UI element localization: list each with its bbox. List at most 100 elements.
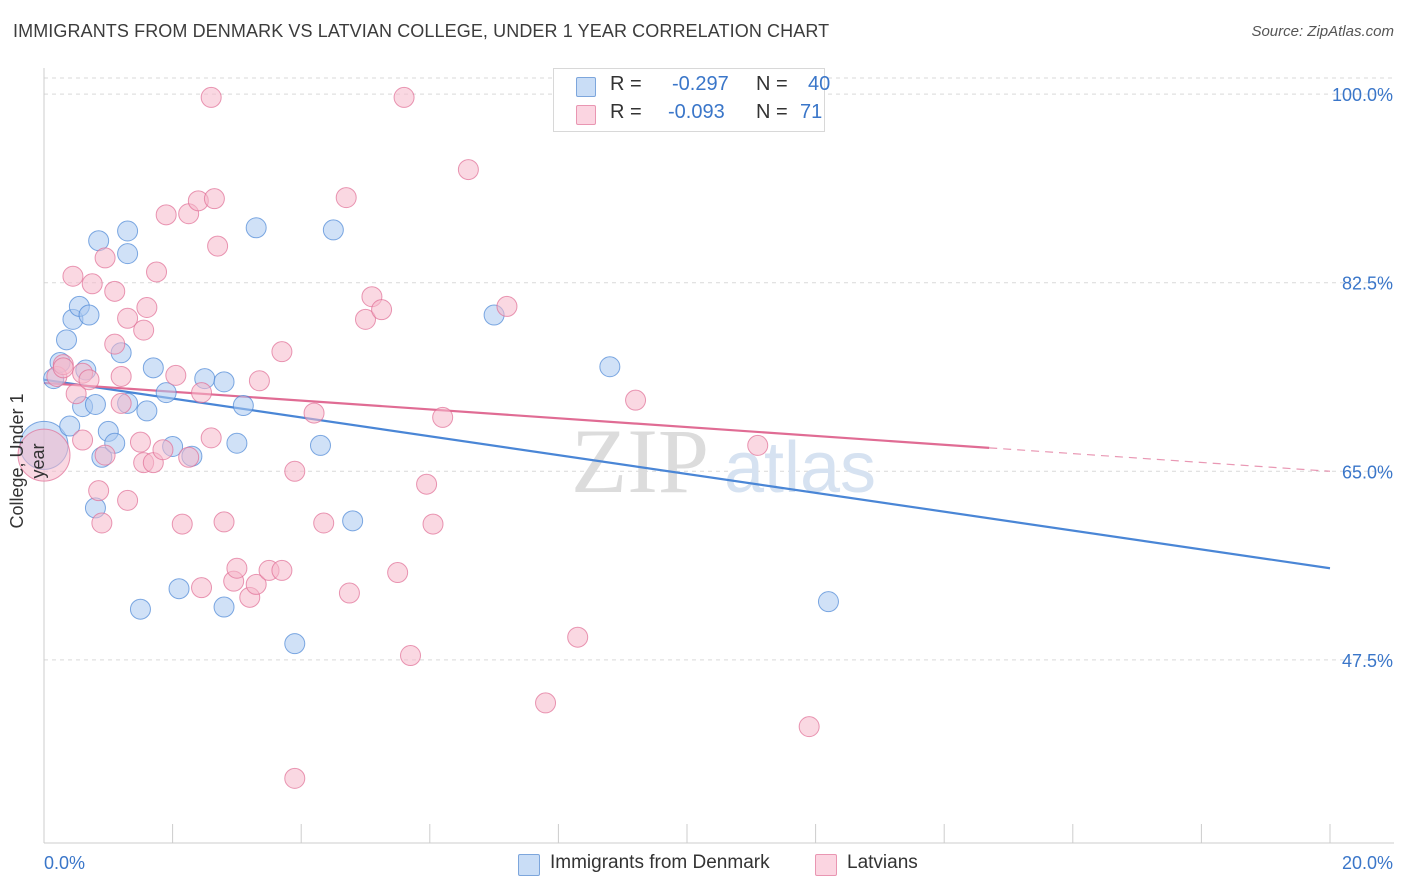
y-tick-label: 65.0% — [1342, 462, 1393, 482]
point-latvians — [110, 365, 132, 387]
point-latvians — [88, 480, 110, 502]
point-latvians — [271, 341, 293, 363]
point-latvians — [535, 692, 557, 714]
point-latvians — [271, 559, 293, 581]
point-latvians — [62, 265, 84, 287]
legend-r-label: R = — [610, 73, 642, 95]
point-denmark — [129, 598, 151, 620]
legend-n-label: N = — [756, 73, 788, 95]
point-latvians — [17, 428, 71, 482]
point-latvians — [313, 512, 335, 534]
point-denmark — [59, 415, 81, 437]
point-latvians — [245, 573, 267, 595]
legend-r-value: -0.297 — [672, 73, 729, 95]
watermark-atlas: atlas — [724, 428, 876, 508]
point-latvians — [567, 626, 589, 648]
point-denmark — [817, 591, 839, 613]
bottom-legend-label-latvians: Latvians — [847, 852, 918, 873]
point-denmark — [226, 432, 248, 454]
point-denmark — [309, 434, 331, 456]
y-tick-label: 47.5% — [1342, 651, 1393, 671]
point-denmark — [117, 243, 139, 265]
point-denmark — [78, 304, 100, 326]
point-latvians — [226, 557, 248, 579]
y-tick-label: 100.0% — [1332, 85, 1393, 105]
point-latvians — [371, 299, 393, 321]
point-latvians — [432, 406, 454, 428]
point-latvians — [136, 297, 158, 318]
point-latvians — [152, 439, 174, 461]
point-latvians — [303, 402, 325, 424]
point-latvians — [284, 460, 306, 482]
point-latvians — [81, 273, 103, 295]
chart-title: IMMIGRANTS FROM DENMARK VS LATVIAN COLLE… — [13, 21, 830, 41]
point-latvians — [207, 235, 229, 257]
point-latvians — [72, 429, 94, 451]
source-credit: Source: ZipAtlas.com — [1251, 23, 1394, 40]
point-latvians — [387, 562, 409, 584]
point-latvians — [338, 582, 360, 604]
stats-legend: R = -0.297 N = 40 R = -0.093 N = 71 — [553, 68, 830, 132]
legend-swatch-denmark — [576, 77, 596, 97]
y-tick-label: 82.5% — [1342, 274, 1393, 294]
point-latvians — [52, 357, 74, 379]
point-latvians — [155, 204, 177, 226]
x-tick-label: 0.0% — [44, 853, 85, 873]
point-latvians — [798, 716, 820, 738]
point-latvians — [104, 280, 126, 302]
point-denmark — [168, 578, 190, 600]
trend-line-denmark — [43, 378, 1331, 570]
point-latvians — [191, 577, 213, 599]
point-latvians — [133, 319, 155, 341]
point-latvians — [422, 513, 444, 535]
point-denmark — [213, 596, 235, 618]
point-latvians — [178, 446, 200, 468]
point-latvians — [94, 444, 116, 466]
point-denmark — [213, 371, 235, 393]
point-latvians — [165, 364, 187, 386]
point-latvians — [457, 159, 479, 181]
point-latvians — [416, 473, 438, 495]
point-denmark — [599, 356, 621, 378]
bottom-legend-label-denmark: Immigrants from Denmark — [550, 852, 770, 873]
point-denmark — [56, 329, 78, 351]
bottom-legend-swatch-denmark — [518, 854, 540, 876]
point-latvians — [496, 295, 518, 317]
point-latvians — [171, 513, 193, 535]
point-denmark — [245, 217, 267, 239]
y-axis-label: College, Under 1 year — [7, 393, 48, 529]
point-latvians — [117, 307, 139, 329]
point-latvians — [191, 382, 213, 404]
trend-line-latvians — [43, 381, 990, 449]
point-latvians — [335, 187, 357, 209]
point-latvians — [248, 370, 270, 392]
point-latvians — [203, 188, 225, 210]
point-denmark — [284, 633, 306, 655]
point-latvians — [355, 308, 376, 330]
point-denmark — [155, 382, 177, 404]
point-latvians — [65, 383, 87, 405]
point-denmark — [342, 510, 364, 532]
point-latvians — [393, 86, 415, 108]
legend-r-value: -0.093 — [668, 101, 725, 123]
legend-r-label: R = — [610, 101, 642, 123]
point-latvians — [117, 489, 139, 511]
bottom-legend-swatch-latvians — [815, 854, 837, 876]
gridlines — [44, 77, 1394, 661]
x-tick-label: 20.0% — [1342, 853, 1393, 873]
legend-swatch-latvians — [576, 105, 596, 125]
tick-labels: 47.5% 65.0% 82.5% 100.0% 0.0% 20.0% — [44, 85, 1393, 873]
point-denmark — [142, 357, 164, 379]
point-denmark — [322, 219, 344, 241]
point-latvians — [104, 333, 126, 355]
legend-n-value: 40 — [808, 73, 831, 95]
point-latvians — [625, 389, 647, 411]
point-latvians — [284, 767, 306, 789]
point-latvians — [200, 427, 222, 449]
point-latvians — [110, 392, 132, 414]
legend-n-label: N = — [756, 101, 788, 123]
axes — [43, 68, 1394, 844]
point-latvians — [146, 261, 168, 283]
point-denmark — [232, 395, 254, 417]
